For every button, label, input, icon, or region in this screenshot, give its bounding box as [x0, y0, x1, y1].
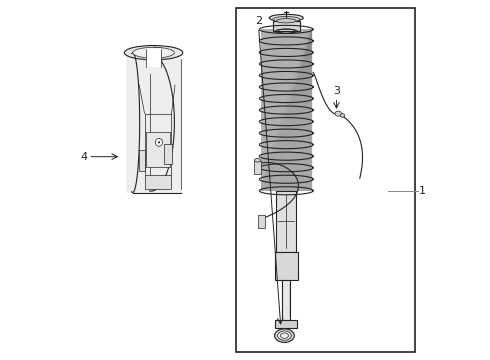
Bar	[147, 132, 170, 167]
Ellipse shape	[335, 111, 342, 116]
Bar	[274, 252, 298, 280]
Bar	[254, 161, 261, 174]
Bar	[282, 280, 290, 320]
Bar	[258, 215, 265, 228]
Bar	[273, 21, 300, 31]
Ellipse shape	[133, 47, 174, 58]
Bar	[139, 149, 145, 171]
Ellipse shape	[269, 14, 303, 22]
Ellipse shape	[278, 331, 291, 340]
Bar	[236, 8, 416, 352]
Ellipse shape	[276, 19, 296, 23]
Text: 4: 4	[80, 152, 87, 162]
Text: 2: 2	[255, 16, 262, 26]
Text: 3: 3	[333, 86, 340, 96]
Bar	[261, 30, 312, 191]
Ellipse shape	[124, 45, 183, 60]
Bar	[145, 175, 171, 189]
Ellipse shape	[254, 158, 261, 162]
Bar	[276, 191, 296, 252]
Bar	[147, 49, 161, 67]
Ellipse shape	[155, 138, 163, 146]
Bar	[164, 144, 172, 164]
Ellipse shape	[274, 329, 294, 342]
Bar	[275, 320, 297, 328]
Bar	[126, 53, 181, 193]
Ellipse shape	[273, 17, 300, 22]
Ellipse shape	[341, 114, 344, 117]
Text: 1: 1	[419, 186, 426, 196]
Ellipse shape	[280, 333, 289, 338]
Ellipse shape	[158, 141, 160, 143]
